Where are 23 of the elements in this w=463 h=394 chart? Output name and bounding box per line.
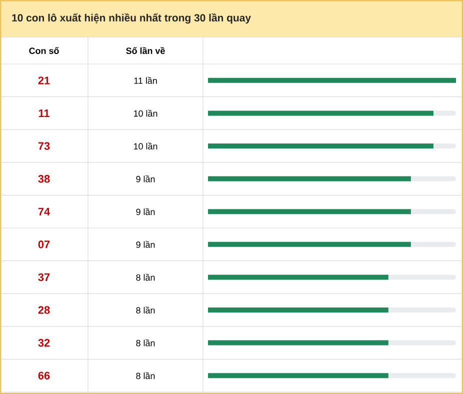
y-tick-label: 11: [38, 109, 50, 117]
y-tick-label: 32: [38, 338, 50, 347]
y-tick-label: 21: [38, 76, 50, 84]
data-label: 9 lần: [136, 240, 155, 248]
y-tick-label: 28: [38, 306, 50, 314]
data-label: 11 lần: [134, 76, 157, 84]
data-label: 8 lần: [136, 306, 155, 314]
y-tick-label: 37: [38, 273, 50, 282]
data-label: 10 lần: [134, 142, 158, 150]
data-label: 8 lần: [136, 274, 155, 281]
y-tick-label: 38: [38, 174, 50, 183]
data-label: 9 lần: [136, 208, 155, 216]
text: Con số: [29, 47, 59, 54]
chart-title: 10 con lô xuất hiện nhiều nhất trong 30 lần quay: [12, 13, 251, 24]
data-label: 9 lần: [136, 175, 155, 182]
y-tick-label: 73: [38, 142, 50, 150]
y-tick-label: 74: [38, 208, 50, 216]
y-tick-label: 07: [38, 240, 50, 248]
data-label: 8 lần: [136, 372, 155, 380]
data-label: 8 lần: [136, 339, 155, 346]
y-tick-label: 66: [38, 372, 50, 380]
text: Số lần về: [126, 47, 165, 54]
data-label: 10 lần: [134, 110, 158, 117]
